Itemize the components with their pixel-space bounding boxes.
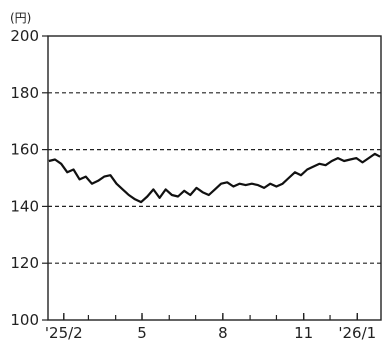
x-tick-label-2: 8 <box>218 324 228 342</box>
y-tick-label-160: 160 <box>10 141 39 159</box>
y-tick-label-120: 120 <box>10 254 39 272</box>
y-tick-label-100: 100 <box>10 311 39 329</box>
plot-frame <box>47 35 382 321</box>
x-tick-label-0: '25/2 <box>45 324 83 342</box>
x-tick-label-1: 5 <box>137 324 147 342</box>
price-series-line <box>48 152 381 204</box>
x-tick-label-4: '26/1 <box>338 324 376 342</box>
grid-lines <box>48 92 381 264</box>
y-tick-label-140: 140 <box>10 197 39 215</box>
y-axis-ticks: 200 180 160 140 120 100 <box>10 27 48 329</box>
x-axis-ticks: '25/2 5 8 11 '26/1 <box>45 313 376 342</box>
plot-border <box>47 35 382 321</box>
y-tick-label-200: 200 <box>10 27 39 45</box>
series-layer <box>48 152 381 204</box>
y-tick-label-180: 180 <box>10 84 39 102</box>
x-tick-label-3: 11 <box>294 324 313 342</box>
y-axis-unit-label: (円) <box>10 11 31 25</box>
